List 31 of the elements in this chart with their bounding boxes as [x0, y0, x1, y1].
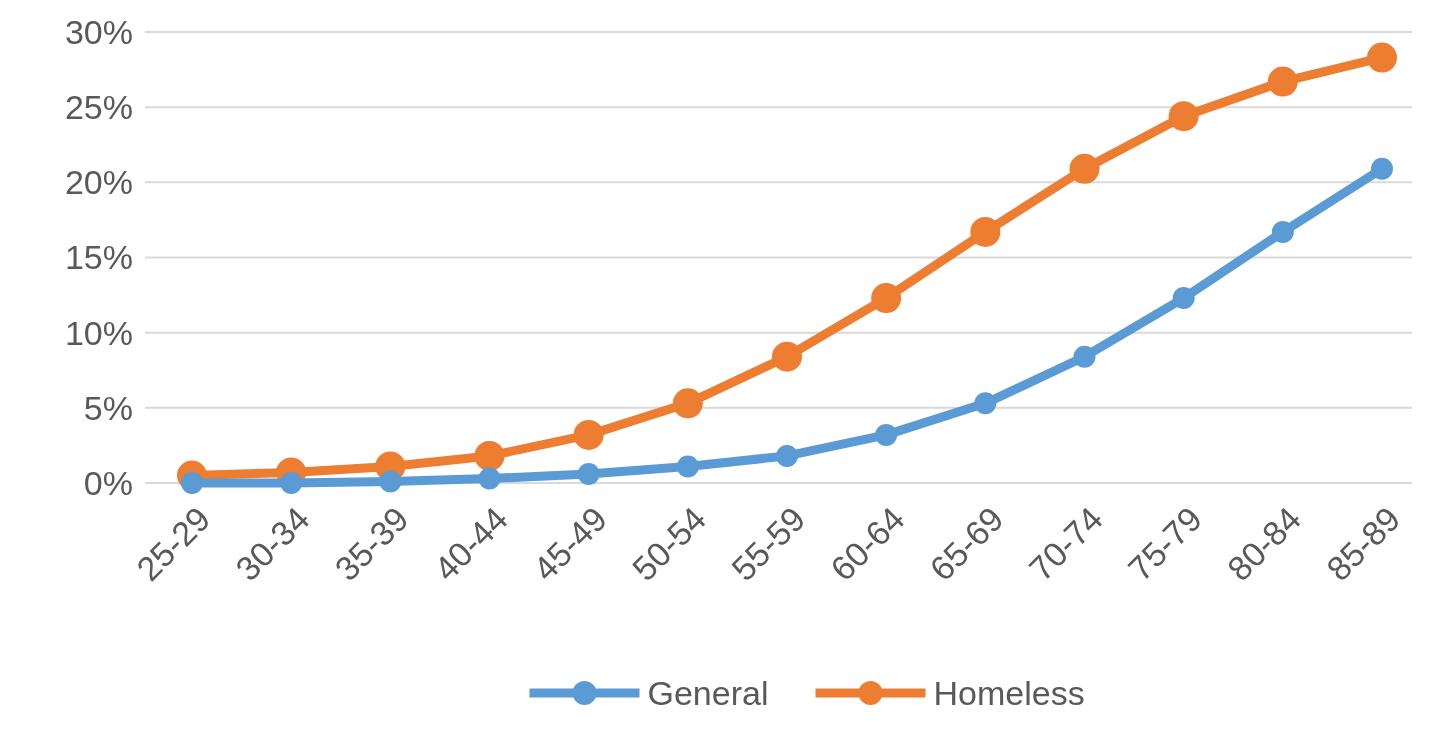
y-tick-label: 30%	[64, 12, 133, 51]
legend-label: Homeless	[933, 673, 1085, 712]
point	[875, 423, 898, 446]
point	[573, 419, 604, 450]
y-tick-label: 15%	[64, 238, 133, 277]
point	[974, 392, 997, 415]
point	[1172, 287, 1195, 310]
legend-label: General	[647, 673, 769, 712]
y-tick-label: 20%	[64, 163, 133, 202]
point	[1267, 66, 1298, 97]
point	[1168, 101, 1199, 132]
point	[478, 467, 501, 490]
point	[970, 216, 1001, 247]
point	[871, 283, 902, 314]
point	[577, 462, 600, 485]
point	[1069, 153, 1100, 184]
point	[676, 455, 699, 478]
y-tick-label: 5%	[83, 388, 133, 427]
point	[1073, 345, 1096, 368]
y-tick-label: 10%	[64, 313, 133, 352]
y-tick-label: 25%	[64, 88, 133, 127]
point	[379, 470, 402, 493]
point	[1371, 157, 1393, 180]
point	[280, 472, 303, 494]
point	[772, 341, 802, 372]
point	[1367, 42, 1397, 73]
point	[776, 444, 798, 467]
point	[474, 440, 505, 471]
y-tick-label: 0%	[83, 463, 133, 502]
point	[672, 388, 703, 419]
point	[1271, 220, 1294, 243]
